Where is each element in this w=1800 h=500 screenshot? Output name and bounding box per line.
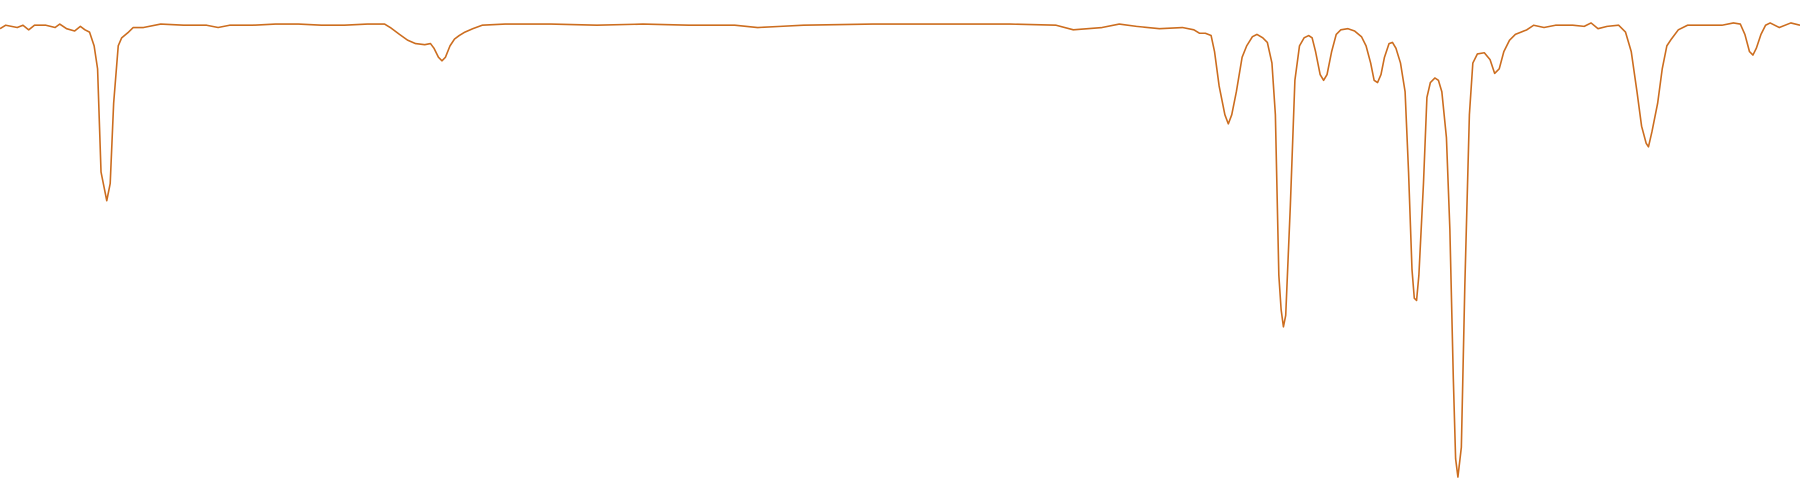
spectrum-line <box>0 22 1800 478</box>
